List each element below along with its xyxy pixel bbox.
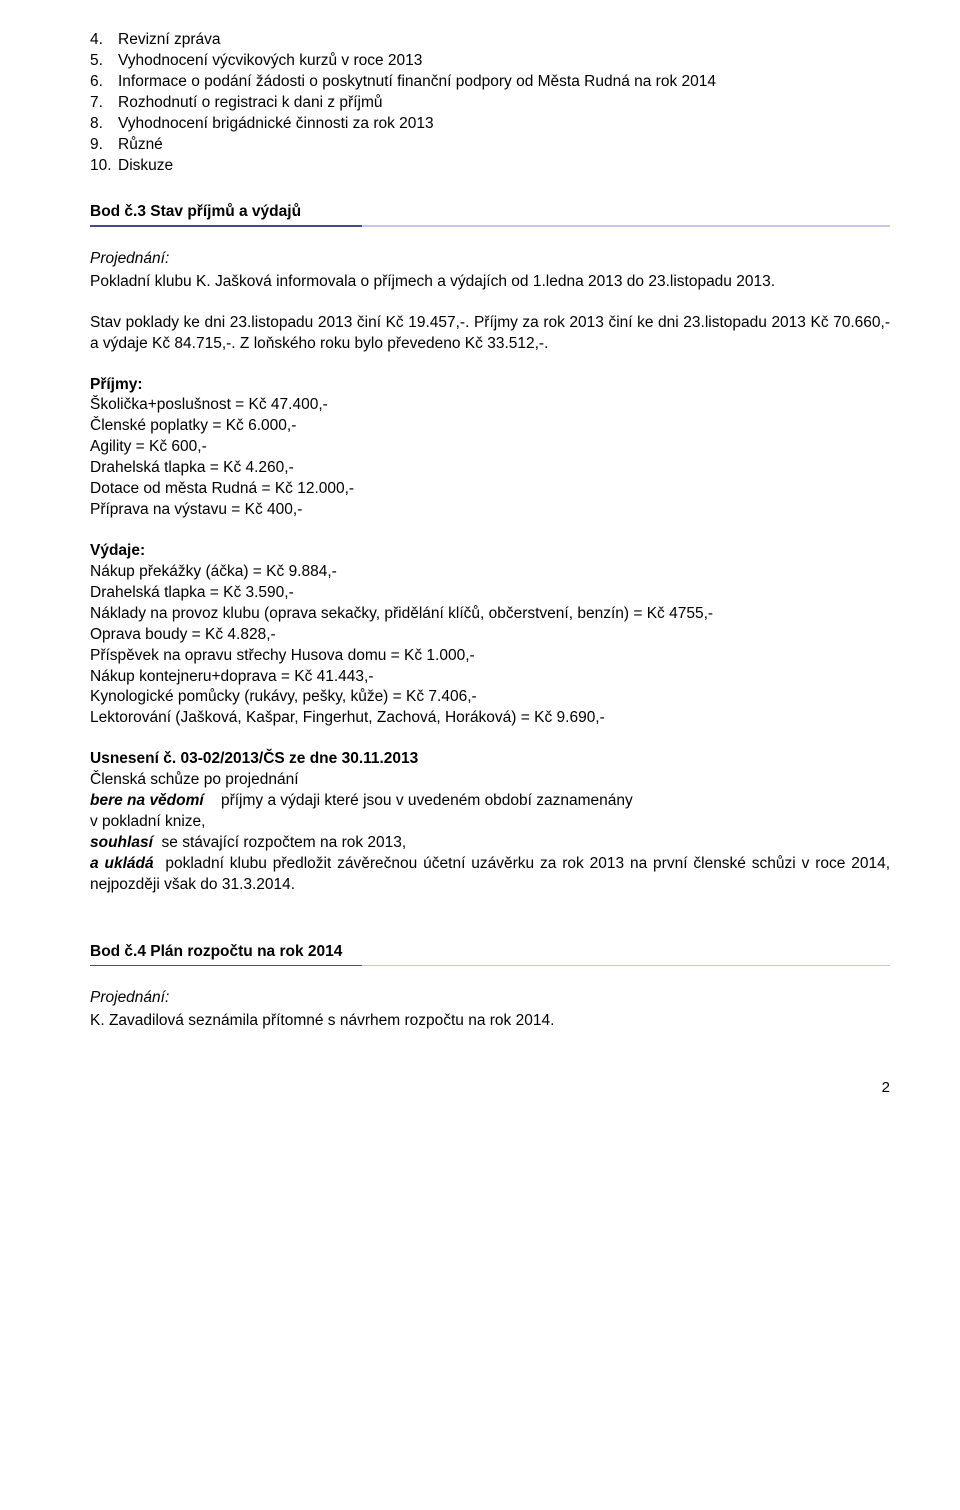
- agenda-item: 9.Různé: [90, 135, 890, 156]
- vydaje-line: Drahelská tlapka = Kč 3.590,-: [90, 583, 890, 604]
- underline-dark: [90, 965, 362, 967]
- uklada-text: pokladní klubu předložit závěrečnou účet…: [90, 855, 890, 893]
- agenda-item-num: 8.: [90, 114, 118, 135]
- agenda-item: 4.Revizní zpráva: [90, 30, 890, 51]
- agenda-item-text: Informace o podání žádosti o poskytnutí …: [118, 72, 716, 93]
- vydaje-line: Oprava boudy = Kč 4.828,-: [90, 625, 890, 646]
- usneseni-souhlasi: souhlasí se stávající rozpočtem na rok 2…: [90, 833, 890, 854]
- agenda-item: 10.Diskuze: [90, 156, 890, 177]
- agenda-item-text: Vyhodnocení brigádnické činnosti za rok …: [118, 114, 434, 135]
- bere-text2: v pokladní knize,: [90, 812, 890, 833]
- vydaje-line: Kynologické pomůcky (rukávy, pešky, kůže…: [90, 687, 890, 708]
- section-4-title: Bod č.4 Plán rozpočtu na rok 2014: [90, 942, 890, 963]
- prijmy-line: Drahelská tlapka = Kč 4.260,-: [90, 458, 890, 479]
- agenda-item-text: Revizní zpráva: [118, 30, 221, 51]
- usneseni-title: Usnesení č. 03-02/2013/ČS ze dne 30.11.2…: [90, 749, 890, 770]
- section-underline: [90, 225, 890, 227]
- agenda-item-num: 10.: [90, 156, 118, 177]
- agenda-item-num: 5.: [90, 51, 118, 72]
- underline-dark: [90, 225, 362, 227]
- prijmy-line: Agility = Kč 600,-: [90, 437, 890, 458]
- bere-text: příjmy a výdaji které jsou v uvedeném ob…: [221, 792, 633, 809]
- agenda-item: 8.Vyhodnocení brigádnické činnosti za ro…: [90, 114, 890, 135]
- underline-light: [362, 965, 890, 967]
- agenda-item-num: 9.: [90, 135, 118, 156]
- usneseni-block: Usnesení č. 03-02/2013/ČS ze dne 30.11.2…: [90, 749, 890, 895]
- vydaje-line: Nákup překážky (áčka) = Kč 9.884,-: [90, 562, 890, 583]
- prijmy-title: Příjmy:: [90, 375, 890, 396]
- section-3-title: Bod č.3 Stav příjmů a výdajů: [90, 202, 890, 223]
- agenda-item-num: 6.: [90, 72, 118, 93]
- section-underline: [90, 965, 890, 967]
- vydaje-line: Příspěvek na opravu střechy Husova domu …: [90, 646, 890, 667]
- vydaje-line: Náklady na provoz klubu (oprava sekačky,…: [90, 604, 890, 625]
- agenda-item-text: Různé: [118, 135, 163, 156]
- prijmy-line: Členské poplatky = Kč 6.000,-: [90, 416, 890, 437]
- usneseni-bere: bere na vědomí příjmy a výdaji které jso…: [90, 791, 890, 812]
- vydaje-line: Lektorování (Jašková, Kašpar, Fingerhut,…: [90, 708, 890, 729]
- page-number: 2: [90, 1078, 890, 1098]
- projednani-label: Projednání:: [90, 249, 890, 270]
- projednani-text: Pokladní klubu K. Jašková informovala o …: [90, 272, 890, 293]
- projednani-label-4: Projednání:: [90, 988, 890, 1009]
- underline-light: [362, 225, 890, 227]
- usneseni-uklada: a ukládá pokladní klubu předložit závěre…: [90, 854, 890, 896]
- prijmy-line: Příprava na výstavu = Kč 400,-: [90, 500, 890, 521]
- bere-label: bere na vědomí: [90, 792, 204, 809]
- agenda-item-num: 4.: [90, 30, 118, 51]
- prijmy-block: Příjmy: Školička+poslušnost = Kč 47.400,…: [90, 375, 890, 521]
- prijmy-line: Dotace od města Rudná = Kč 12.000,-: [90, 479, 890, 500]
- agenda-item: 7.Rozhodnutí o registraci k dani z příjm…: [90, 93, 890, 114]
- souhlasi-label: souhlasí: [90, 834, 153, 851]
- uklada-label: a ukládá: [90, 855, 154, 872]
- agenda-item: 6.Informace o podání žádosti o poskytnut…: [90, 72, 890, 93]
- prijmy-line: Školička+poslušnost = Kč 47.400,-: [90, 395, 890, 416]
- souhlasi-text: se stávající rozpočtem na rok 2013,: [162, 834, 407, 851]
- agenda-item: 5.Vyhodnocení výcvikových kurzů v roce 2…: [90, 51, 890, 72]
- agenda-item-text: Diskuze: [118, 156, 173, 177]
- projednani-text-4: K. Zavadilová seznámila přítomné s návrh…: [90, 1011, 890, 1032]
- vydaje-title: Výdaje:: [90, 541, 890, 562]
- agenda-item-num: 7.: [90, 93, 118, 114]
- vydaje-block: Výdaje: Nákup překážky (áčka) = Kč 9.884…: [90, 541, 890, 729]
- vydaje-line: Nákup kontejneru+doprava = Kč 41.443,-: [90, 667, 890, 688]
- usneseni-line: Členská schůze po projednání: [90, 770, 890, 791]
- agenda-item-text: Vyhodnocení výcvikových kurzů v roce 201…: [118, 51, 422, 72]
- agenda-list: 4.Revizní zpráva5.Vyhodnocení výcvikovýc…: [90, 30, 890, 176]
- agenda-item-text: Rozhodnutí o registraci k dani z příjmů: [118, 93, 382, 114]
- stav-text: Stav poklady ke dni 23.listopadu 2013 či…: [90, 313, 890, 355]
